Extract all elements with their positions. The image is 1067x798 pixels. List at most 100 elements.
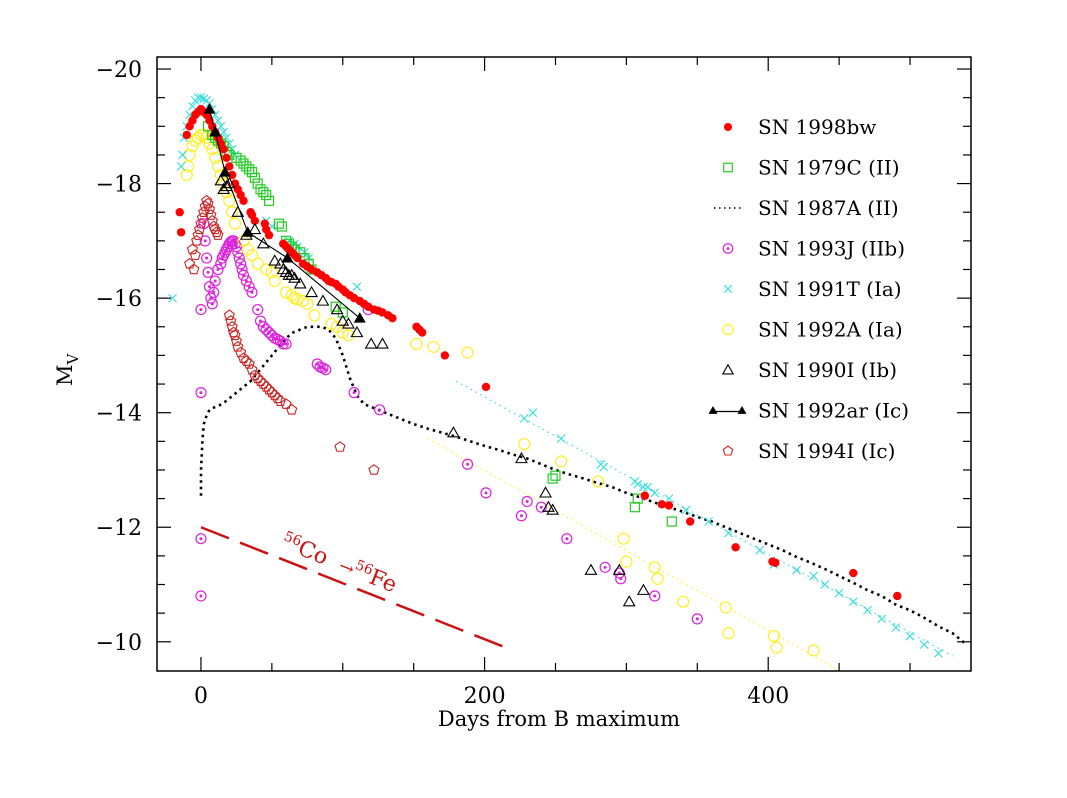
open-pentagon-point [208, 220, 220, 232]
open-triangle-point [276, 262, 290, 275]
circle-dot-ring [561, 533, 573, 545]
series-sn-1990i-ib [214, 174, 650, 607]
filled-circle-point [182, 130, 191, 140]
legend-label: SN 1992ar (Ic) [758, 399, 909, 423]
circle-dot-center [378, 408, 382, 412]
open-circle-point [183, 148, 196, 162]
open-triangle-point [364, 337, 378, 349]
open-pentagon-point [243, 358, 255, 369]
filled-circle-point [731, 543, 740, 552]
filled-circle-point [219, 145, 228, 154]
x-cross-point [834, 588, 844, 598]
circle-dot-center [695, 617, 699, 621]
circle-dot-point [277, 338, 289, 350]
circle-dot-point [615, 573, 627, 585]
open-circle-point [591, 475, 605, 488]
open-circle-point [220, 186, 233, 199]
open-circle-point [617, 532, 630, 545]
open-pentagon-point [286, 403, 298, 415]
x-cross-point [599, 462, 609, 472]
circle-dot-ring [195, 303, 207, 316]
legend-item: SN 1994I (Ic) [722, 439, 895, 463]
y-axis-title: MV [53, 352, 82, 386]
open-circle-point [807, 644, 820, 657]
legend-item: SN 1993J (IIb) [722, 237, 905, 261]
open-circle-point [301, 297, 314, 310]
circle-dot-point [317, 362, 329, 374]
circle-dot-center [281, 342, 285, 346]
open-square-point [261, 189, 272, 201]
open-triangle-point [446, 426, 460, 438]
open-pentagon-point [254, 375, 267, 386]
co-fe-decay-annotation: 56Co →56Fe [200, 526, 514, 652]
x-cross-point [196, 93, 206, 103]
legend-label: SN 1993J (IIb) [758, 237, 905, 261]
x-cross-point [643, 482, 653, 492]
open-triangle-point [546, 503, 560, 515]
circle-dot-point [515, 510, 528, 522]
open-square-point [547, 473, 558, 484]
circle-dot-ring [236, 263, 248, 276]
circle-dot-center [199, 594, 203, 598]
open-pentagon-point [188, 263, 200, 275]
x-cross-point [809, 571, 818, 581]
open-circle-point [182, 160, 195, 173]
x-cross-point [681, 505, 691, 515]
open-triangle-point [316, 294, 330, 306]
open-pentagon-point [226, 320, 238, 332]
circle-dot-center [321, 366, 325, 370]
x-axis-title: Days from B maximum [438, 707, 680, 731]
open-circle-point [186, 140, 199, 153]
legend-marker-icon [723, 162, 733, 173]
open-triangle-point [279, 265, 293, 278]
filled-circle-point [771, 558, 780, 567]
open-triangle-point [248, 222, 262, 235]
filled-circle-point [264, 230, 274, 240]
open-square-point [263, 195, 275, 206]
circle-dot-point [480, 487, 492, 499]
filled-circle-point [222, 153, 231, 163]
open-circle-point [245, 249, 259, 262]
circle-dot-center [199, 537, 203, 541]
open-circle-point [228, 217, 242, 230]
x-cross-point [216, 121, 226, 131]
circle-dot-ring [195, 533, 207, 545]
circle-dot-center [199, 308, 203, 312]
open-pentagon-point [269, 389, 281, 401]
open-pentagon-point [263, 383, 275, 395]
filled-circle-point [417, 328, 427, 337]
open-square-point [276, 221, 287, 232]
x-cross-point [528, 408, 538, 418]
x-cross-point [352, 282, 362, 292]
circle-dot-point [649, 590, 661, 602]
circle-dot-ring [521, 495, 533, 508]
open-pentagon-point [240, 355, 252, 366]
circle-dot-point [374, 404, 386, 416]
circle-dot-ring [237, 269, 250, 281]
series-sn-1991t-ia [168, 93, 943, 658]
x-cross-point [293, 242, 302, 251]
x-cross-point [664, 494, 674, 503]
circle-dot-center [519, 514, 523, 518]
open-pentagon-point [260, 381, 272, 392]
open-triangle-point [285, 268, 299, 280]
y-tick-label: −12 [96, 516, 142, 541]
circle-dot-center [213, 279, 217, 283]
circle-dot-center [203, 239, 207, 243]
circle-dot-center [233, 242, 237, 246]
axis-tick-labels: 0 200 400 −20 −18 −16 −14 −12 −10 [96, 58, 790, 709]
x-cross-point [933, 648, 943, 658]
circle-dot-ring [722, 243, 734, 254]
x-cross-point [877, 614, 887, 624]
open-circle-point [648, 561, 661, 574]
open-triangle-point [341, 317, 355, 329]
filled-circle-point [664, 501, 674, 510]
open-circle-point [192, 131, 205, 144]
circle-dot-ring [691, 613, 703, 625]
open-square-point [337, 307, 348, 318]
open-triangle-point [330, 302, 344, 315]
legend-label: SN 1987A (II) [758, 196, 899, 220]
filled-triangle-point [281, 252, 294, 263]
circle-dot-point [195, 533, 207, 545]
